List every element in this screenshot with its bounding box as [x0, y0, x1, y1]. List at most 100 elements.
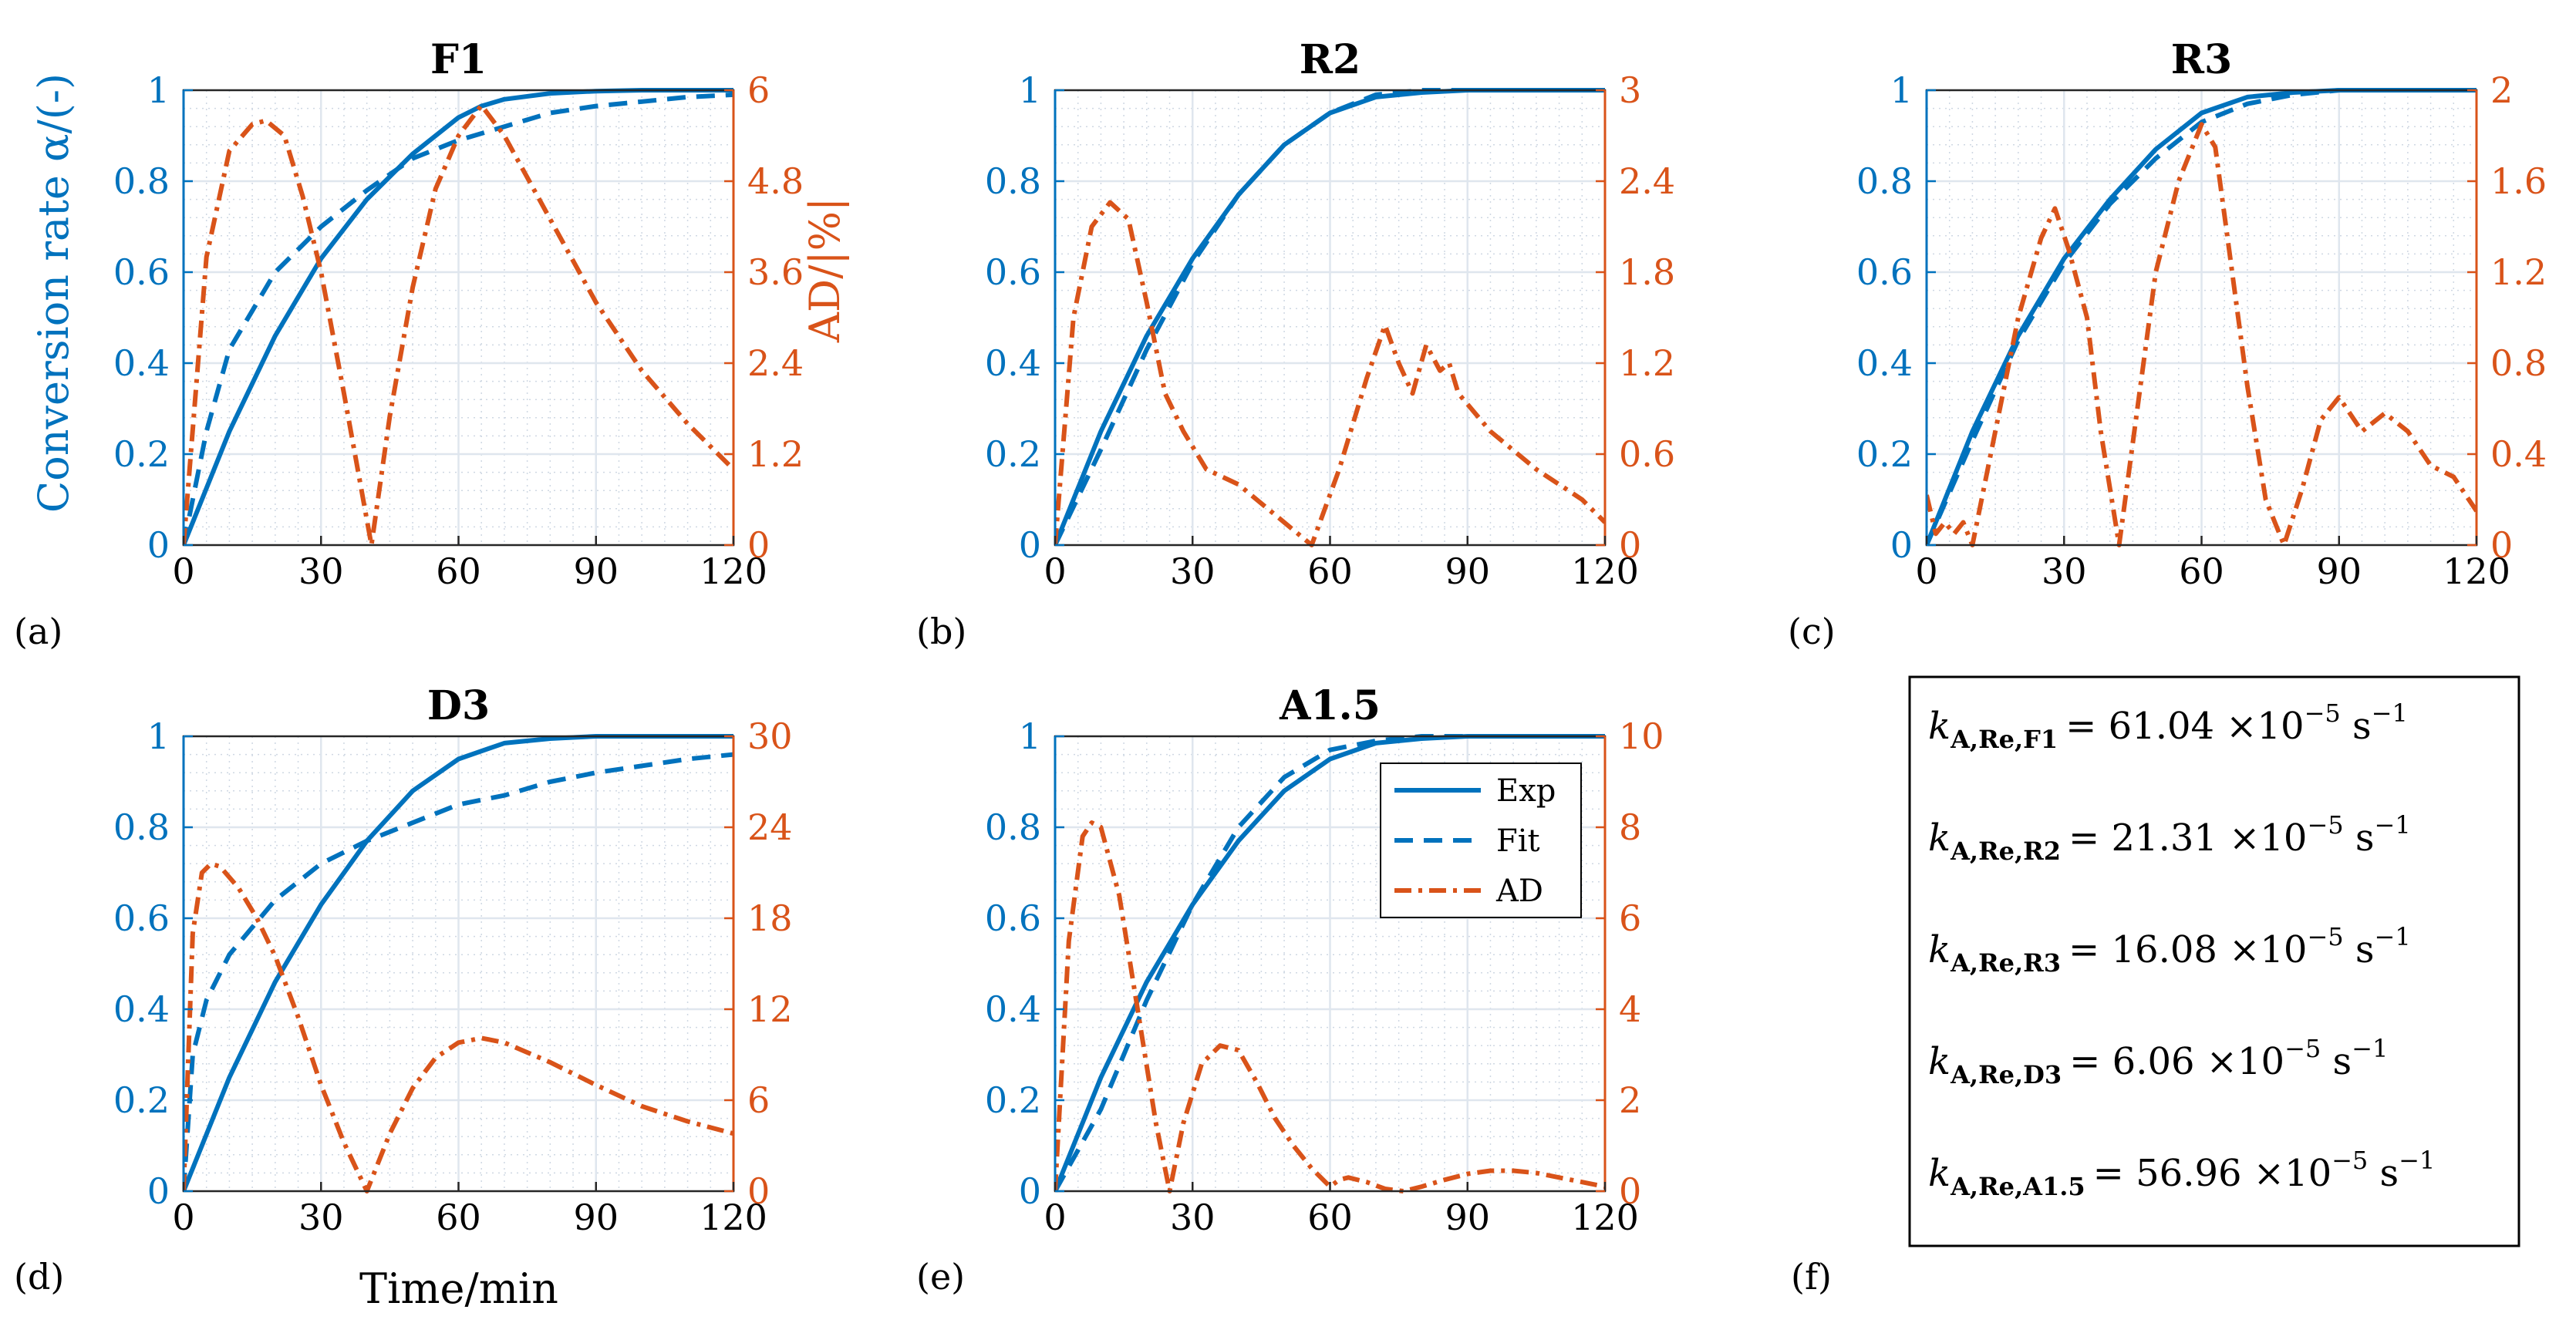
rate-constant-unit-exponent: −1	[2372, 699, 2408, 728]
left-y-tick-label: 1	[147, 69, 170, 111]
left-y-tick-label: 1	[1019, 715, 1041, 757]
left-y-tick-label: 1	[147, 715, 170, 757]
rate-constant-unit: s	[2341, 705, 2372, 748]
major-grid	[184, 736, 733, 1191]
left-y-tick-label: 0.2	[985, 1079, 1041, 1121]
panel-label: (a)	[14, 611, 62, 652]
chart-title: A1.5	[1279, 682, 1381, 729]
x-axis-label: Time/min	[359, 1264, 558, 1313]
rate-constants-box: kA,Re,F1 = 61.04 ×10−5 s−1kA,Re,R2 = 21.31…	[1908, 675, 2520, 1247]
x-tick-label: 60	[436, 1197, 481, 1238]
right-y-tick-label: 4	[1619, 988, 1641, 1030]
rate-constant-unit: s	[2344, 816, 2375, 860]
x-tick-label: 60	[436, 550, 481, 592]
left-y-tick-label: 0.4	[113, 988, 170, 1030]
major-grid	[1927, 90, 2477, 545]
rate-constant-subscript: A,Re,A1.5	[1950, 1172, 2085, 1201]
left-y-tick-label: 0.8	[1856, 160, 1913, 202]
rate-constant-row: kA,Re,A1.5 = 56.96 ×10−5 s−1	[1928, 1146, 2435, 1201]
x-tick-label: 30	[1170, 550, 1216, 592]
x-tick-label: 90	[573, 550, 619, 592]
rate-constant-subscript: A,Re,D3	[1950, 1060, 2062, 1089]
x-tick-label: 120	[1571, 1197, 1639, 1238]
rate-constant-subscript: A,Re,R3	[1950, 948, 2061, 978]
chart-title: F1	[430, 36, 487, 83]
x-tick-label: 30	[298, 550, 344, 592]
rate-constant-unit: s	[2344, 928, 2375, 971]
right-y-tick-label: 0	[2490, 524, 2513, 566]
rate-constant-value: = 21.31 ×10	[2069, 816, 2307, 860]
x-tick-label: 60	[2179, 550, 2224, 592]
right-y-tick-label: 1.8	[1619, 251, 1675, 293]
x-tick-label: 0	[1044, 550, 1066, 592]
left-y-tick-label: 0.4	[985, 342, 1041, 384]
rate-constant-exponent: −5	[2305, 699, 2341, 728]
right-y-tick-label: 2	[1619, 1079, 1641, 1121]
left-y-tick-label: 0.6	[985, 251, 1041, 293]
right-y-tick-label: 3.6	[747, 251, 804, 293]
rate-constants-frame	[1908, 675, 2520, 1247]
right-y-tick-label: 0	[1619, 1170, 1641, 1212]
left-y-tick-label: 0.8	[985, 160, 1041, 202]
x-tick-label: 120	[1571, 550, 1639, 592]
series-line-fit	[184, 92, 733, 546]
left-y-tick-label: 0	[147, 524, 170, 566]
left-y-tick-label: 0.2	[985, 433, 1041, 475]
series-line-ad	[1055, 820, 1605, 1193]
major-grid	[1055, 90, 1605, 545]
rate-constant-symbol: k	[1928, 816, 1951, 860]
rate-constant-value: = 56.96 ×10	[2093, 1152, 2332, 1195]
right-y-tick-label: 2	[2490, 69, 2513, 111]
panel-label: (d)	[14, 1256, 64, 1298]
right-y-tick-label: 18	[747, 897, 793, 939]
rate-constant-unit: s	[2321, 1040, 2352, 1083]
chart-title: R3	[2171, 36, 2232, 83]
right-y-tick-label: 0	[747, 1170, 770, 1212]
right-y-tick-label: 12	[747, 988, 793, 1030]
rate-constant-subscript: A,Re,F1	[1950, 725, 2058, 754]
left-y-tick-label: 0	[1019, 524, 1041, 566]
right-y-tick-label: 1.2	[2490, 251, 2547, 293]
left-y-tick-label: 0.4	[985, 988, 1041, 1030]
right-y-tick-label: 0.4	[2490, 433, 2547, 475]
rate-constant-row: kA,Re,D3 = 6.06 ×10−5 s−1	[1928, 1034, 2388, 1089]
left-y-tick-label: 1	[1019, 69, 1041, 111]
left-y-tick-label: 0.4	[1856, 342, 1913, 384]
series-line-ad	[1927, 122, 2477, 547]
chart-title: D3	[427, 682, 490, 729]
right-y-tick-label: 3	[1619, 69, 1641, 111]
rate-constant-symbol: k	[1928, 1040, 1951, 1083]
right-y-tick-label: 0	[747, 524, 770, 566]
panel-label: (c)	[1788, 611, 1836, 652]
left-y-tick-label: 0.6	[1856, 251, 1913, 293]
series-line-ad	[184, 103, 733, 547]
x-tick-label: 0	[1044, 1197, 1066, 1238]
rate-constant-exponent: −5	[2332, 1146, 2368, 1175]
left-y-tick-label: 0.8	[985, 806, 1041, 848]
right-y-tick-label: 30	[747, 715, 793, 757]
rate-constant-value: = 6.06 ×10	[2069, 1040, 2284, 1083]
left-y-tick-label: 0.8	[113, 806, 170, 848]
chart-r3: 0 30 60 90 12000.20.40.60.8100.40.81.21.62R3…	[1788, 36, 2547, 652]
rate-constant-subscript: A,Re,R2	[1950, 837, 2061, 866]
rate-constant-unit-exponent: −1	[2375, 810, 2411, 840]
left-y-tick-label: 0.2	[1856, 433, 1913, 475]
legend-label-fit: Fit	[1496, 823, 1540, 859]
right-y-tick-label: 1.2	[1619, 342, 1675, 384]
left-y-tick-label: 0.2	[113, 1079, 170, 1121]
x-tick-label: 0	[1915, 550, 1937, 592]
left-y-tick-label: 0	[1019, 1170, 1041, 1212]
legend-label-ad: AD	[1495, 874, 1543, 909]
rate-constant-row: kA,Re,R2 = 21.31 ×10−5 s−1	[1928, 810, 2411, 866]
chart-panels: 0 30 60 90 12000.20.40.60.8101.22.43.64.86F1…	[14, 36, 2547, 1298]
right-y-axis-label: AD/|%|	[801, 197, 849, 343]
x-tick-label: 0	[172, 1197, 194, 1238]
panel-label: (e)	[916, 1256, 965, 1298]
left-y-tick-label: 0.2	[113, 433, 170, 475]
rate-constant-row: kA,Re,F1 = 61.04 ×10−5 s−1	[1928, 699, 2408, 754]
x-tick-label: 30	[1170, 1197, 1216, 1238]
right-y-tick-label: 2.4	[1619, 160, 1675, 202]
